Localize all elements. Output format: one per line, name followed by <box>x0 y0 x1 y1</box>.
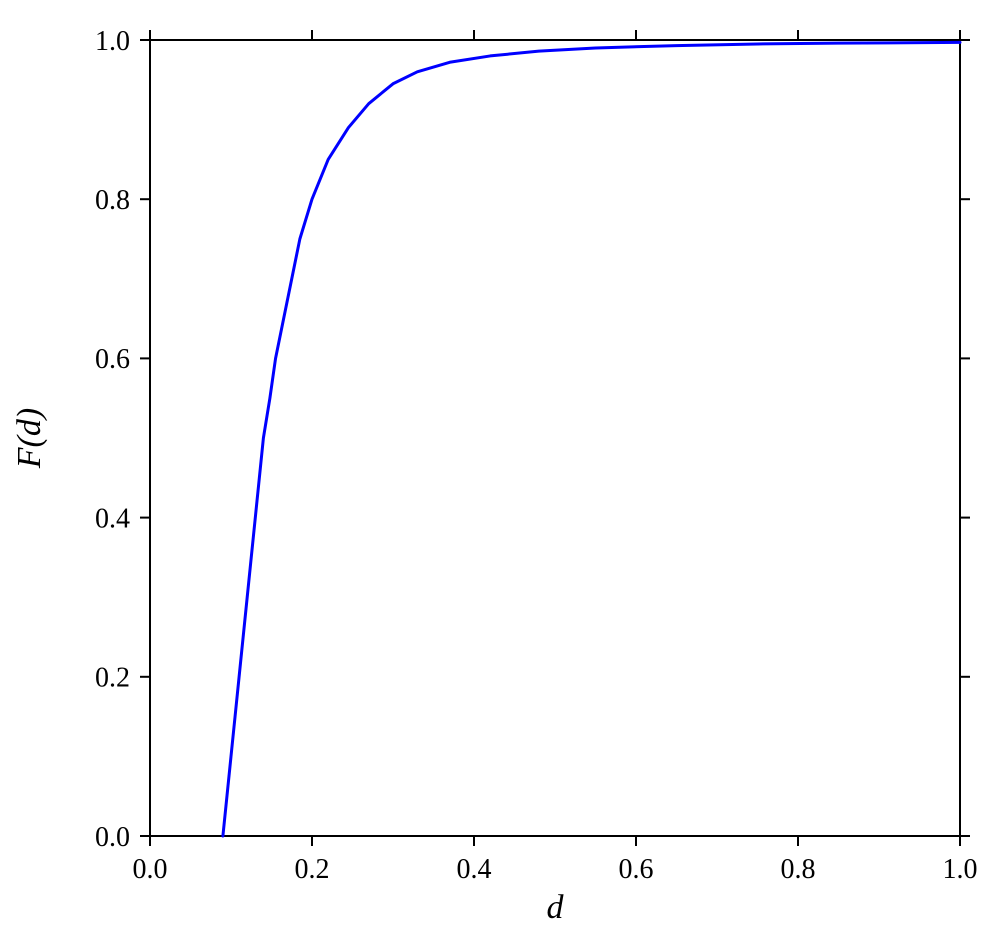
x-tick-label: 1.0 <box>943 854 978 885</box>
x-tick-label: 0.8 <box>781 854 816 885</box>
x-axis-label: d <box>547 889 565 926</box>
y-tick-label: 0.0 <box>95 822 130 853</box>
y-tick-label: 0.2 <box>95 663 130 694</box>
y-axis-label: F(d) <box>11 408 48 469</box>
x-tick-label: 0.4 <box>457 854 492 885</box>
x-tick-label: 0.6 <box>619 854 654 885</box>
line-chart: 0.0 0.2 0.4 0.6 0.8 1.0 0.0 0.2 0.4 0.6 0.8 1.0 d F(d… <box>0 0 1000 946</box>
x-tick-label: 0.2 <box>295 854 330 885</box>
x-tick-label: 0.0 <box>133 854 168 885</box>
chart-container: 0.0 0.2 0.4 0.6 0.8 1.0 0.0 0.2 0.4 0.6 0.8 1.0 d F(d… <box>0 0 1000 946</box>
y-tick-label: 1.0 <box>95 26 130 57</box>
y-tick-label: 0.4 <box>95 503 130 534</box>
y-tick-label: 0.6 <box>95 344 130 375</box>
y-tick-label: 0.8 <box>95 185 130 216</box>
